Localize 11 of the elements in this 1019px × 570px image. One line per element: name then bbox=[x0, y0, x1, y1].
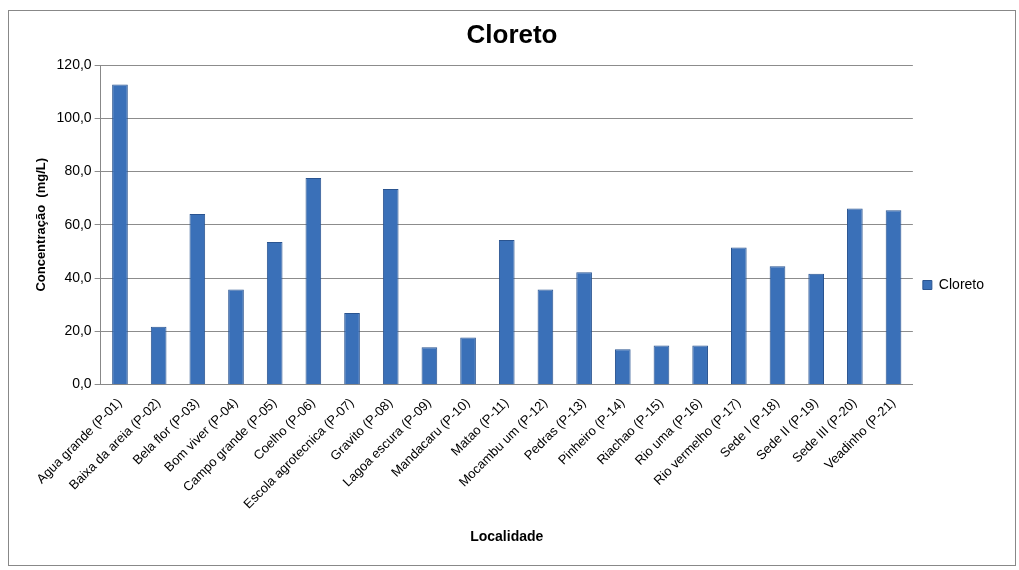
y-axis-title: Concentração (mg/L) bbox=[33, 157, 49, 292]
chart-title: Cloreto bbox=[466, 18, 558, 49]
y-tick-label: 40,0 bbox=[64, 268, 92, 285]
x-axis-title: Localidade bbox=[470, 528, 544, 545]
y-tick-label: 0,0 bbox=[72, 375, 92, 392]
y-tick-label: 80,0 bbox=[64, 162, 92, 179]
legend-label: Cloreto bbox=[938, 275, 985, 292]
y-tick-label: 100,0 bbox=[56, 109, 92, 126]
y-tick-label: 120,0 bbox=[56, 56, 92, 73]
y-tick-label: 20,0 bbox=[64, 322, 92, 339]
y-tick-label: 60,0 bbox=[64, 215, 92, 232]
